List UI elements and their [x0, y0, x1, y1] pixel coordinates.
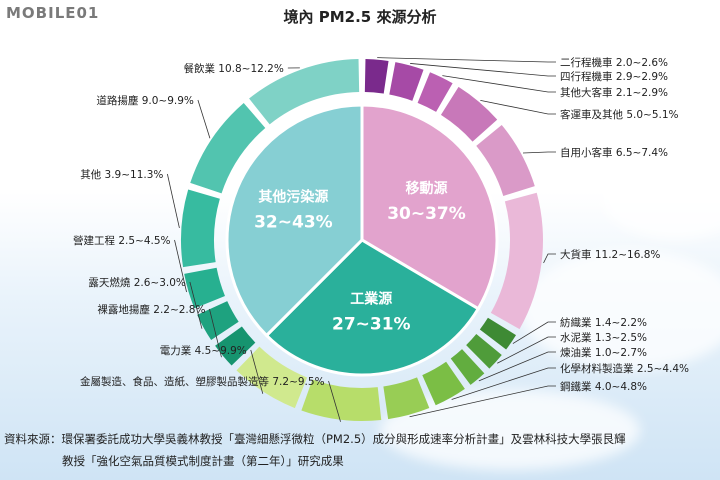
- outer-segment-4: [476, 124, 535, 196]
- outer-segment-18: [249, 59, 360, 125]
- outer-segment-8: [450, 349, 485, 385]
- leader-line-1: [410, 63, 556, 77]
- outer-label-9: 化學材料製造業 2.5~4.4%: [560, 362, 689, 375]
- leader-line-2: [442, 75, 556, 93]
- cloud-decoration: [600, 150, 720, 240]
- outer-label-6: 紡織業 1.4~2.2%: [560, 316, 647, 329]
- leader-line-6: [512, 321, 556, 344]
- outer-label-7: 水泥業 1.3~2.5%: [560, 331, 647, 344]
- outer-label-13: 裸露地揚塵 2.2~2.8%: [97, 303, 205, 316]
- outer-segment-7: [466, 334, 502, 369]
- outer-label-17: 道路揚塵 9.0~9.9%: [96, 94, 194, 107]
- outer-segment-9: [422, 361, 465, 406]
- outer-segment-14: [197, 301, 239, 341]
- outer-label-12: 電力業 4.5~9.9%: [160, 344, 247, 357]
- leader-line-17: [197, 99, 211, 139]
- leader-line-10: [409, 385, 556, 418]
- outer-label-3: 客運車及其他 5.0~5.1%: [560, 108, 679, 121]
- brand-logo: MOBILE01: [6, 4, 100, 22]
- outer-label-0: 二行程機車 2.0~2.6%: [560, 56, 668, 69]
- sector-value-2: 32~43%: [254, 213, 333, 233]
- outer-segment-10: [383, 377, 430, 420]
- leader-line-15: [174, 239, 187, 293]
- outer-label-1: 四行程機車 2.9~2.9%: [560, 70, 668, 83]
- sector-value-0: 30~37%: [387, 204, 466, 224]
- leader-line-11: [328, 380, 341, 422]
- outer-label-16: 其他 3.9~11.3%: [80, 168, 163, 181]
- outer-segment-3: [440, 86, 498, 142]
- outer-segment-11: [301, 379, 382, 422]
- outer-segment-0: [364, 59, 389, 94]
- outer-segment-1: [389, 62, 424, 101]
- leader-line-7: [497, 336, 556, 364]
- outer-segment-6: [479, 317, 516, 350]
- sector-label-2: 其他污染源: [258, 189, 328, 206]
- outer-label-14: 露天燃燒 2.6~3.0%: [88, 276, 186, 289]
- outer-segment-13: [215, 326, 256, 366]
- cloud-decoration: [520, 250, 720, 370]
- outer-segment-16: [180, 189, 220, 268]
- sector-0: [360, 103, 499, 311]
- leader-line-8: [478, 351, 556, 382]
- outer-segment-17: [190, 102, 266, 194]
- sector-label-0: 移動源: [405, 180, 447, 197]
- outer-label-8: 煉油業 1.0~2.7%: [560, 346, 647, 359]
- outer-label-5: 大貨車 11.2~16.8%: [560, 248, 660, 261]
- leader-line-0: [377, 57, 556, 63]
- outer-segment-5: [490, 192, 543, 330]
- leader-line-14: [189, 281, 203, 329]
- outer-label-2: 其他大客車 2.1~2.9%: [560, 86, 668, 99]
- outer-label-15: 營建工程 2.5~4.5%: [73, 234, 171, 247]
- outer-label-10: 鋼鐵業 4.0~4.8%: [560, 380, 647, 393]
- outer-segment-2: [417, 72, 453, 112]
- sector-value-1: 27~31%: [332, 315, 411, 335]
- sector-2: [225, 103, 364, 338]
- leader-line-13: [209, 308, 222, 358]
- leader-line-9: [451, 367, 556, 400]
- outer-label-11: 金屬製造、食品、造紙、塑膠製品製造等 7.2~9.5%: [80, 375, 325, 388]
- leader-line-3: [480, 100, 556, 115]
- leader-line-4: [522, 151, 556, 154]
- leader-line-12: [250, 349, 264, 394]
- source-line-1: 資料來源：環保署委託成功大學吳義林教授「臺灣細懸浮微粒（PM2.5）成分與形成速…: [4, 432, 626, 446]
- sector-label-1: 工業源: [350, 291, 392, 308]
- outer-segment-15: [184, 267, 225, 309]
- sector-1: [264, 238, 481, 377]
- chart-title: 境內 PM2.5 來源分析: [283, 8, 437, 26]
- leader-line-5: [543, 253, 556, 264]
- outer-label-18: 餐飲業 10.8~12.2%: [183, 62, 283, 75]
- leader-line-16: [167, 173, 180, 228]
- source-line-2: 教授「強化空氣品質模式制度計畫（第二年）」研究成果: [62, 454, 344, 468]
- outer-label-4: 自用小客車 6.5~7.4%: [560, 146, 668, 159]
